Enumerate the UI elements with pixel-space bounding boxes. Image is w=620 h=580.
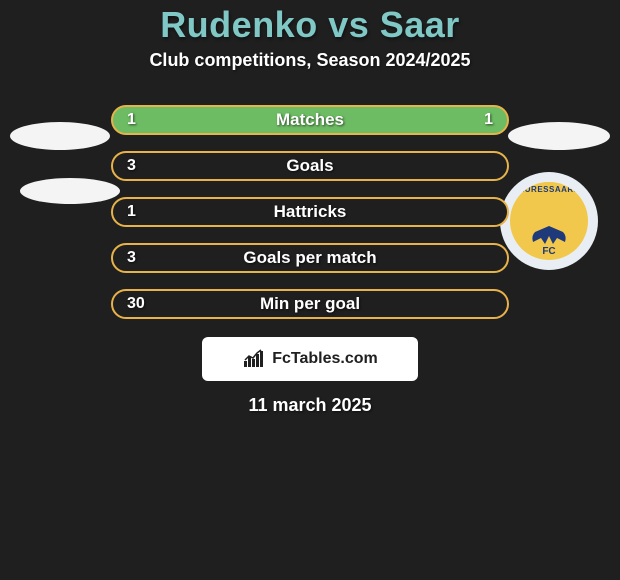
stat-label: Goals (286, 156, 333, 176)
stat-row-matches: 1 Matches 1 (111, 105, 509, 135)
stat-label: Goals per match (243, 248, 376, 268)
stat-left-value: 1 (127, 203, 136, 221)
page-title: Rudenko vs Saar (160, 4, 460, 46)
date-text: 11 march 2025 (248, 395, 371, 416)
subtitle: Club competitions, Season 2024/2025 (149, 50, 470, 71)
stat-row-min-per-goal: 30 Min per goal (111, 289, 509, 319)
stat-label: Matches (276, 110, 344, 130)
bars-icon (242, 349, 268, 369)
stat-left-value: 3 (127, 249, 136, 267)
stat-right-value: 1 (484, 111, 493, 129)
stat-rows: 1 Matches 1 3 Goals 1 Hattricks 3 Goals … (110, 105, 510, 319)
stat-left-value: 1 (127, 111, 136, 129)
badge-text: FcTables.com (272, 350, 378, 368)
stat-left-value: 30 (127, 295, 145, 313)
stat-left-value: 3 (127, 157, 136, 175)
stat-label: Min per goal (260, 294, 360, 314)
source-badge[interactable]: FcTables.com (202, 337, 418, 381)
stat-row-goals: 3 Goals (111, 151, 509, 181)
stat-row-hattricks: 1 Hattricks (111, 197, 509, 227)
content-area: Rudenko vs Saar Club competitions, Seaso… (0, 0, 620, 580)
stat-row-goals-per-match: 3 Goals per match (111, 243, 509, 273)
stat-label: Hattricks (274, 202, 347, 222)
